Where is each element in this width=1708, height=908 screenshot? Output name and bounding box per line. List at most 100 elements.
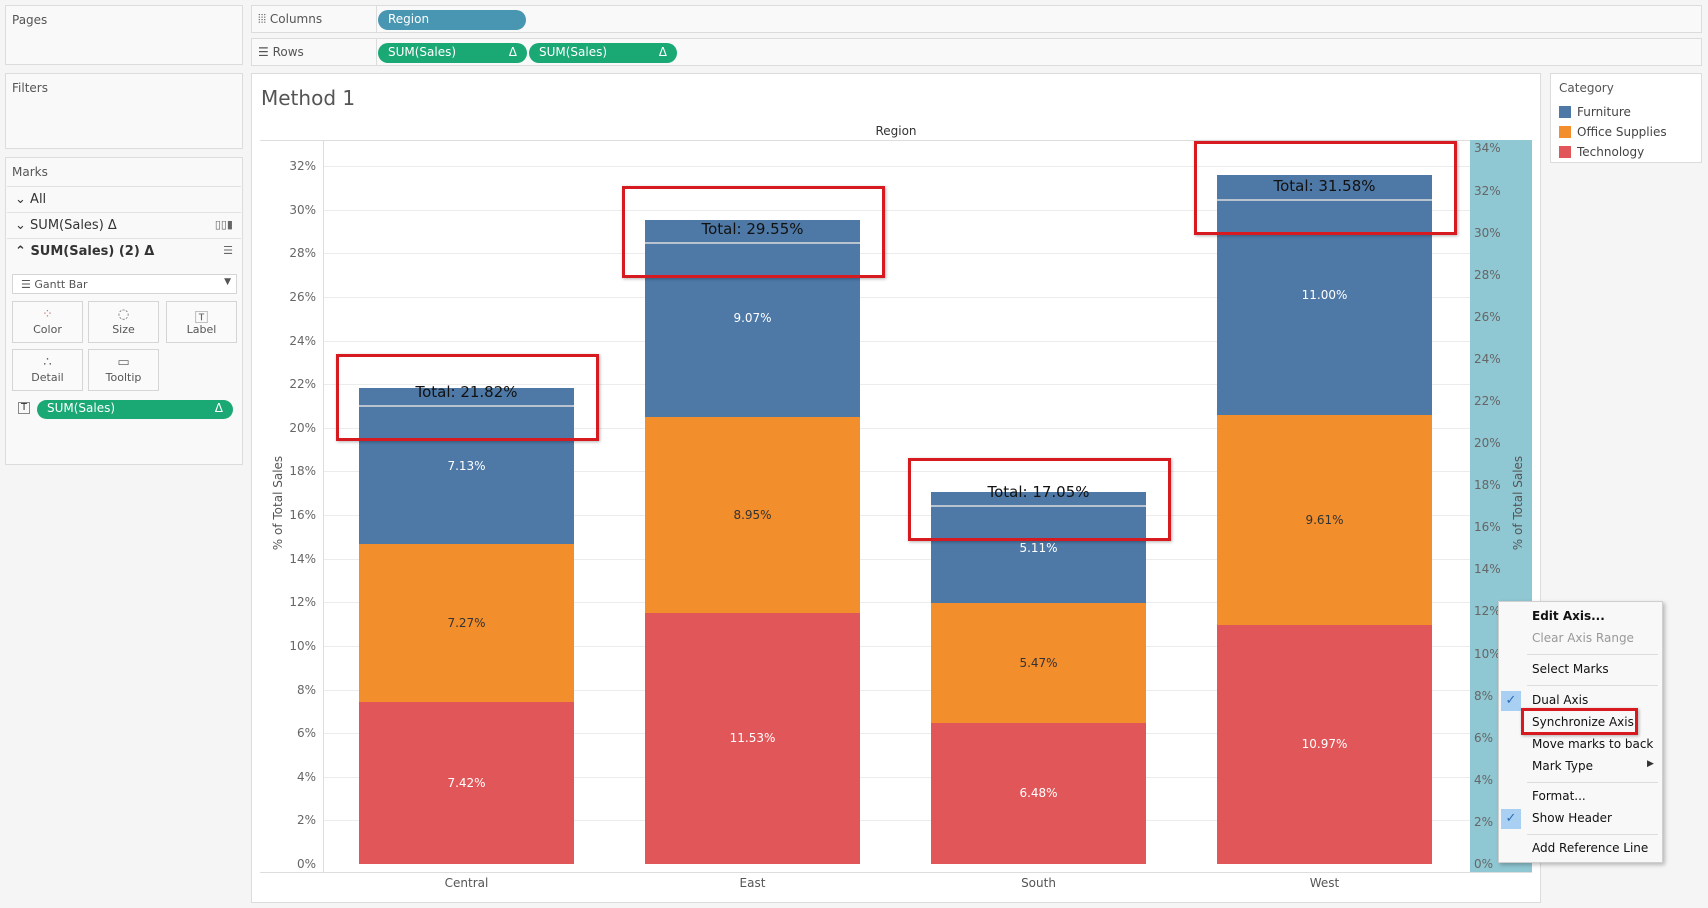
menu-clear-axis-range[interactable]: Clear Axis Range: [1532, 631, 1634, 645]
label-card[interactable]: 🅃 Label: [166, 301, 237, 343]
menu-show-header[interactable]: Show Header: [1532, 811, 1612, 825]
menu-format[interactable]: Format...: [1532, 789, 1586, 803]
marks-all[interactable]: ⌄ All: [7, 186, 241, 212]
marks-row-label: All: [30, 192, 47, 207]
y-tick-label: 14%: [289, 551, 316, 566]
marks-title: Marks: [12, 165, 48, 179]
pages-shelf[interactable]: Pages: [5, 5, 243, 65]
y-tick-label: 30%: [289, 202, 316, 217]
legend-title: Category: [1559, 81, 1614, 95]
y2-tick-label[interactable]: 2%: [1474, 814, 1494, 829]
bar-segment-technology[interactable]: 11.53%: [645, 612, 860, 864]
color-card[interactable]: ⁘ Color: [12, 301, 83, 343]
sum-sales-pill[interactable]: SUM(Sales) Δ: [378, 43, 527, 63]
columns-shelf[interactable]: ⦙⦙⦙ Columns Region: [251, 5, 1702, 33]
bar-segment-furniture[interactable]: 5.11%: [931, 491, 1146, 604]
check-icon: ✓: [1501, 809, 1521, 829]
gridline: [324, 776, 1470, 778]
legend-item-office-supplies[interactable]: Office Supplies: [1559, 125, 1667, 139]
menu-move-marks-to-back[interactable]: Move marks to back: [1532, 737, 1654, 751]
y2-tick-label[interactable]: 16%: [1474, 520, 1501, 535]
menu-mark-type[interactable]: Mark Type: [1532, 759, 1593, 773]
bar-segment-technology[interactable]: 7.42%: [359, 702, 574, 864]
tooltip-card[interactable]: ▭ Tooltip: [88, 349, 159, 391]
menu-add-reference-line[interactable]: Add Reference Line: [1532, 841, 1649, 855]
total-label: Total: 17.05%: [987, 483, 1090, 502]
columns-icon: ⦙⦙⦙: [258, 12, 270, 26]
sum-sales-2-pill[interactable]: SUM(Sales) Δ: [529, 43, 677, 63]
y2-tick-label[interactable]: 22%: [1474, 393, 1501, 408]
y2-tick-label[interactable]: 20%: [1474, 436, 1501, 451]
bar-segment-office-supplies[interactable]: 8.95%: [645, 417, 860, 613]
bar-data-label: 9.07%: [733, 311, 772, 326]
gridline: [324, 297, 1470, 298]
menu-edit-axis[interactable]: Edit Axis...: [1532, 609, 1605, 623]
legend-item-furniture[interactable]: Furniture: [1559, 105, 1631, 119]
y-tick-label: 28%: [289, 246, 316, 261]
y2-tick-label[interactable]: 10%: [1474, 646, 1501, 661]
total-label: Total: 31.58%: [1273, 177, 1376, 196]
axis-context-menu: Edit Axis... Clear Axis Range Select Mar…: [1498, 601, 1663, 863]
region-header[interactable]: Region: [875, 124, 917, 138]
bar-data-label: 10.97%: [1301, 737, 1348, 752]
gridline: [324, 427, 1470, 429]
label-icon: 🅃: [194, 311, 208, 326]
pill-label: SUM(Sales): [47, 401, 116, 415]
bar-segment-office-supplies[interactable]: 5.47%: [931, 603, 1146, 723]
y-tick-label: 18%: [289, 464, 316, 479]
y2-tick-label[interactable]: 32%: [1474, 183, 1501, 198]
menu-synchronize-axis[interactable]: Synchronize Axis: [1532, 715, 1634, 729]
bar-segment-furniture[interactable]: 7.13%: [359, 388, 574, 544]
bar-segment-technology[interactable]: 6.48%: [931, 722, 1146, 864]
bar-chart-icon: ▯▯▮: [214, 218, 233, 231]
gridline: [324, 602, 1470, 604]
bar-data-label: 9.61%: [1305, 512, 1344, 527]
size-card[interactable]: ◌ Size: [88, 301, 159, 343]
y2-tick-label[interactable]: 12%: [1474, 604, 1501, 619]
label-sum-sales-pill[interactable]: SUM(Sales) Δ: [37, 400, 233, 419]
gantt-total-mark[interactable]: [359, 404, 574, 407]
gantt-total-mark[interactable]: [645, 242, 860, 245]
gantt-total-mark[interactable]: [1217, 199, 1432, 202]
bar-segment-furniture[interactable]: 11.00%: [1217, 175, 1432, 416]
chevron-up-icon: ⌃: [15, 244, 26, 259]
region-pill[interactable]: Region: [378, 10, 526, 30]
y2-tick-label[interactable]: 8%: [1474, 688, 1494, 703]
detail-card[interactable]: ∴ Detail: [12, 349, 83, 391]
y2-tick-label[interactable]: 30%: [1474, 225, 1501, 240]
bar-segment-technology[interactable]: 10.97%: [1217, 624, 1432, 864]
marks-sum-sales[interactable]: ⌄ SUM(Sales) Δ ▯▯▮: [7, 212, 241, 238]
filters-shelf[interactable]: Filters: [5, 73, 243, 149]
bar-segment-office-supplies[interactable]: 7.27%: [359, 543, 574, 703]
bar-segment-office-supplies[interactable]: 9.61%: [1217, 415, 1432, 625]
y2-tick-label[interactable]: 14%: [1474, 562, 1501, 577]
y2-tick-label[interactable]: 28%: [1474, 267, 1501, 282]
gridline: [324, 209, 1470, 211]
gridline: [324, 340, 1470, 342]
y2-tick-label[interactable]: 4%: [1474, 772, 1494, 787]
y2-axis-title: % of Total Sales: [1511, 455, 1525, 551]
x-tick-label: South: [1021, 876, 1056, 890]
y2-tick-label[interactable]: 0%: [1474, 857, 1494, 871]
y2-tick-label[interactable]: 34%: [1474, 141, 1501, 156]
bar-segment-furniture[interactable]: 9.07%: [645, 219, 860, 418]
menu-dual-axis[interactable]: Dual Axis: [1532, 693, 1589, 707]
y-tick-label: 6%: [296, 726, 316, 741]
y2-tick-label[interactable]: 24%: [1474, 351, 1501, 366]
mark-type-dropdown[interactable]: ☰ Gantt Bar ▼: [12, 274, 237, 294]
bar-data-label: 7.27%: [447, 615, 486, 630]
legend-item-technology[interactable]: Technology: [1559, 145, 1644, 159]
bar-data-label: 5.11%: [1019, 540, 1058, 555]
y2-tick-label[interactable]: 6%: [1474, 730, 1494, 745]
gridline: [324, 166, 1470, 168]
gantt-total-mark[interactable]: [931, 505, 1146, 508]
y2-tick-label[interactable]: 26%: [1474, 309, 1501, 324]
menu-select-marks[interactable]: Select Marks: [1532, 662, 1609, 676]
rows-shelf[interactable]: ☰ Rows SUM(Sales) Δ SUM(Sales) Δ: [251, 38, 1702, 66]
y-tick-label: 10%: [289, 638, 316, 653]
check-icon: ✓: [1501, 691, 1521, 711]
y2-tick-label[interactable]: 18%: [1474, 478, 1501, 493]
y-tick-label: 32%: [289, 159, 316, 174]
total-label: Total: 29.55%: [701, 220, 804, 239]
marks-sum-sales-2[interactable]: ⌃ SUM(Sales) (2) Δ ☰: [7, 238, 241, 264]
